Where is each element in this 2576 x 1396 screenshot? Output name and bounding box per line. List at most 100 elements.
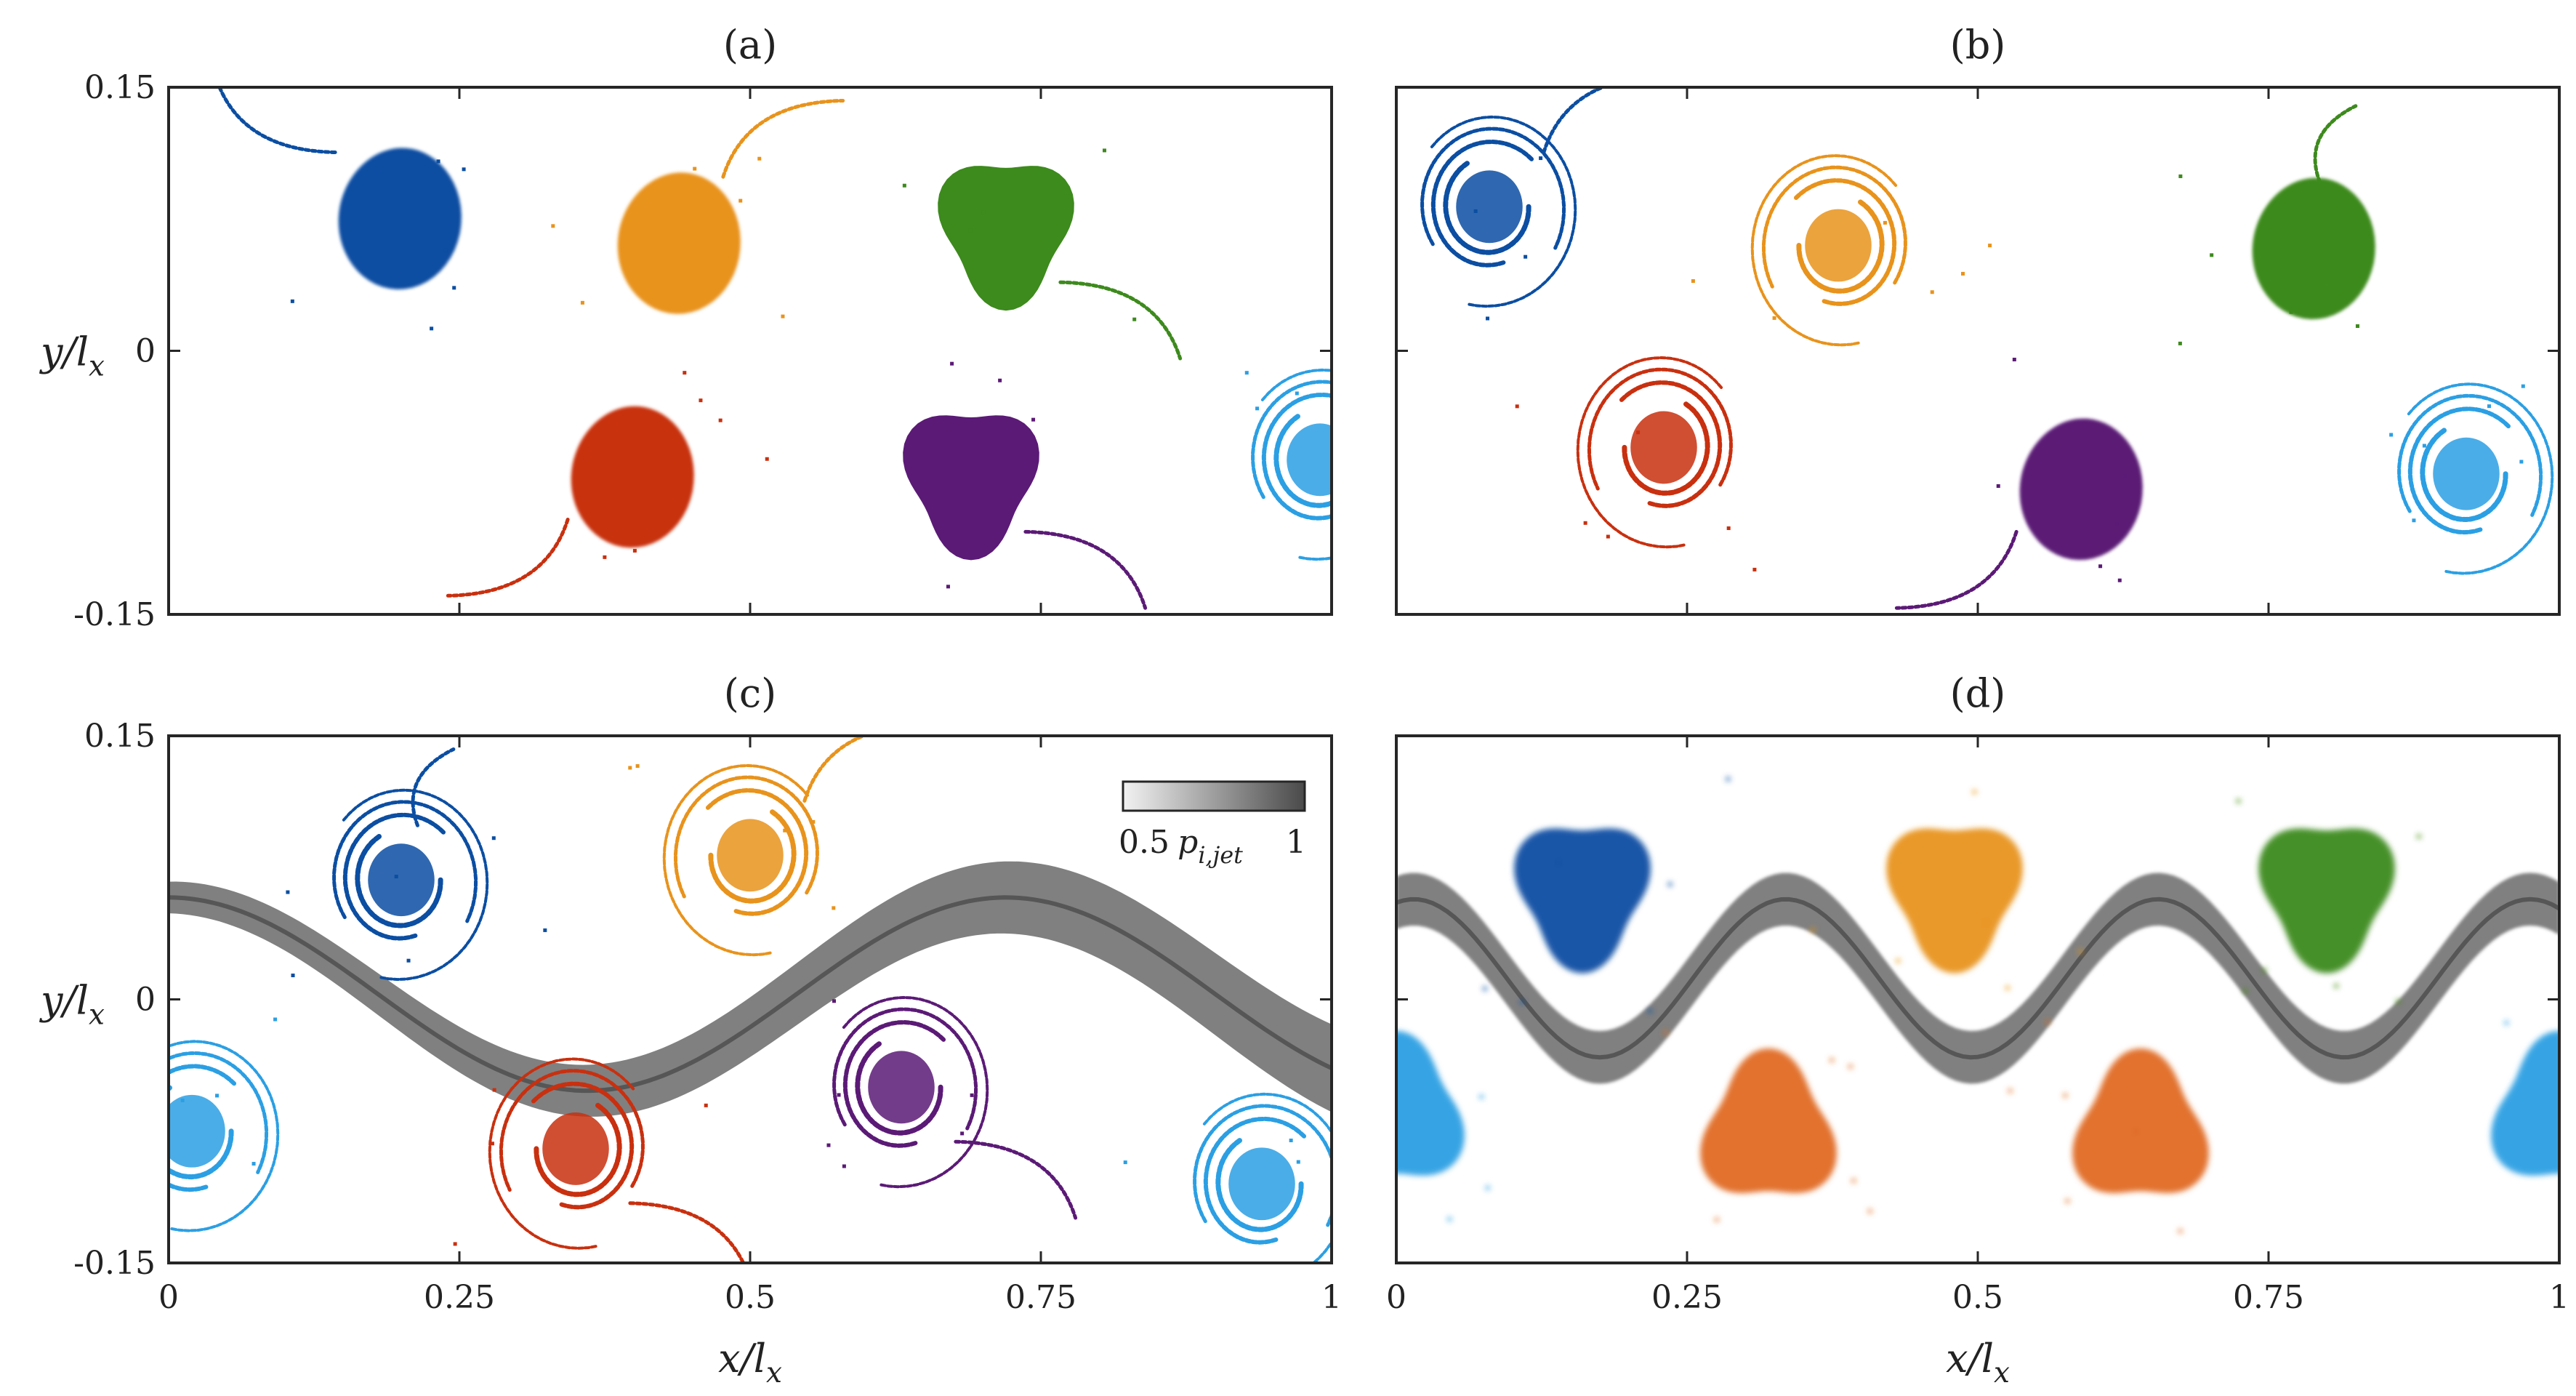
stray-point	[632, 548, 637, 553]
vortex-tail	[217, 87, 337, 154]
x-tick-label: 0.5	[1952, 1279, 2003, 1316]
axes-frame	[1395, 734, 2561, 1264]
stray-point	[1473, 209, 1478, 213]
stray-point	[1483, 987, 1487, 991]
stray-point	[2412, 518, 2416, 523]
stray-point	[290, 299, 294, 303]
axes-frame	[167, 86, 1333, 616]
stray-point	[1848, 1064, 1853, 1069]
plot-area	[1396, 777, 2559, 1233]
stray-point	[2289, 310, 2293, 314]
stray-point	[2521, 384, 2525, 388]
stray-point	[2504, 1021, 2508, 1025]
stray-point	[2422, 444, 2426, 448]
x-tick-label: 0.25	[424, 1279, 495, 1316]
stray-point	[1524, 254, 1528, 259]
plot-area	[169, 736, 1332, 1263]
vortex-3	[1664, 1030, 1872, 1222]
stray-point	[2005, 986, 2010, 990]
stray-point	[2012, 357, 2016, 361]
stray-point	[580, 300, 584, 305]
jet-core	[1396, 896, 2559, 1060]
stray-point	[1664, 1030, 1668, 1035]
y-tick-label: -0.15	[73, 1245, 156, 1282]
stray-point	[1515, 404, 1519, 409]
stray-point	[960, 1131, 965, 1136]
stray-point	[1606, 534, 1610, 539]
stray-point	[603, 555, 607, 559]
vortex-2	[902, 148, 1183, 361]
stray-point	[2133, 1129, 2138, 1134]
stray-point	[291, 974, 295, 978]
stray-point	[902, 183, 906, 188]
colorbar: 0.5 1 pi,jet	[1119, 780, 1306, 869]
stray-point	[738, 198, 743, 203]
vortex-tail	[1023, 529, 1148, 610]
vortex-0	[1483, 777, 1730, 1014]
vortex-tail	[721, 98, 845, 179]
stray-point	[2243, 989, 2247, 993]
stray-point	[1539, 156, 1543, 161]
stray-point	[2355, 324, 2359, 329]
x-tick-label: 0	[1386, 1279, 1406, 1316]
stray-point	[826, 1143, 831, 1147]
stray-point	[452, 286, 456, 290]
stray-point	[1636, 430, 1641, 435]
stray-point	[832, 906, 836, 910]
stray-point	[1556, 861, 1561, 865]
stray-point	[970, 1093, 974, 1097]
stray-point	[215, 1094, 220, 1098]
stray-point	[1772, 316, 1776, 320]
stray-point	[1486, 316, 1490, 321]
stray-point	[1715, 1217, 1719, 1222]
stray-point	[180, 1098, 185, 1102]
vortex-tail	[1542, 87, 1608, 154]
stray-point	[950, 361, 954, 366]
y-tick-label: 0.15	[84, 718, 156, 755]
vortex-5	[2491, 1021, 2559, 1176]
stray-point	[2115, 522, 2120, 526]
stray-point	[1811, 928, 1815, 932]
vortex-3	[446, 371, 769, 598]
plot-area	[1420, 87, 2554, 610]
stray-point	[1972, 790, 1976, 794]
stray-point	[1132, 317, 1137, 321]
stray-point	[2117, 578, 2122, 582]
vortex-6	[1396, 1030, 1490, 1222]
stray-point	[1102, 148, 1106, 153]
vortex-1	[1691, 154, 1992, 347]
stray-point	[1726, 777, 1730, 781]
stray-point	[1883, 220, 1887, 225]
x-tick-label: 0.25	[1651, 1279, 1723, 1316]
stray-point	[1447, 1217, 1452, 1222]
stray-point	[699, 398, 703, 403]
stray-point	[718, 418, 723, 422]
stray-point	[783, 828, 787, 833]
stray-point	[1988, 244, 1992, 248]
stray-point	[2396, 999, 2400, 1003]
x-tick-label: 0.75	[2233, 1279, 2304, 1316]
stray-point	[2178, 1229, 2183, 1233]
stray-point	[946, 585, 950, 589]
stray-point	[765, 457, 769, 461]
vortex-4	[2008, 1020, 2209, 1233]
stray-point	[2178, 174, 2183, 178]
stray-point	[998, 378, 1002, 382]
stray-point	[491, 836, 496, 841]
stray-point	[1668, 882, 1673, 886]
stray-point	[1029, 453, 1033, 457]
stray-point	[1961, 271, 1965, 276]
y-axis-label: y/lx	[39, 329, 105, 383]
stray-point	[2178, 341, 2182, 345]
stray-point	[939, 196, 943, 200]
stray-point	[286, 890, 290, 894]
stray-point	[935, 453, 940, 457]
stray-point	[2078, 950, 2082, 954]
stray-point	[1479, 1094, 1484, 1099]
stray-point	[453, 1242, 457, 1246]
panel-label: (c)	[724, 670, 776, 716]
plot-area	[217, 87, 1332, 610]
x-tick-label: 1	[2549, 1279, 2569, 1316]
stray-point	[1255, 406, 1260, 411]
